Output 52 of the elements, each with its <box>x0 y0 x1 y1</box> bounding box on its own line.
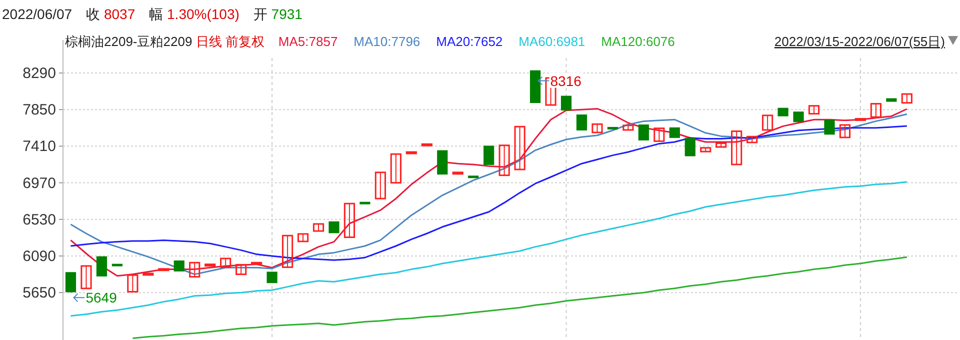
candlestick <box>793 112 804 122</box>
candlestick <box>96 256 108 276</box>
text: MA20:7652 <box>436 34 503 49</box>
y-tick-label: 6970 <box>22 174 56 192</box>
candlestick <box>731 130 742 166</box>
candlestick <box>498 144 510 176</box>
candlestick <box>654 128 665 142</box>
candlestick <box>328 221 340 234</box>
candlestick <box>684 138 696 156</box>
text: MA120:6076 <box>601 34 675 49</box>
candlestick <box>266 272 278 284</box>
text: 开 7931 <box>253 6 303 22</box>
line-series <box>70 181 908 317</box>
candlestick <box>484 146 494 165</box>
candlestick <box>189 262 200 278</box>
candlestick <box>576 114 588 130</box>
candlestick <box>374 172 386 200</box>
candlestick <box>762 114 774 131</box>
candlestick <box>80 265 92 290</box>
annotation: 8316 <box>550 72 582 89</box>
candlestick <box>174 260 184 272</box>
text: 幅 1.30%(103) <box>149 6 240 22</box>
text: 收 8037 <box>86 6 136 22</box>
candlestick <box>638 124 649 140</box>
text: MA10:7796 <box>354 34 420 49</box>
candlestick <box>65 272 76 294</box>
annotation: 5649 <box>86 290 118 306</box>
text: MA5:7857 <box>278 34 338 49</box>
candlestick <box>344 202 356 238</box>
y-tick-label: 6090 <box>22 248 56 265</box>
text: MA60:6981 <box>518 34 586 49</box>
y-tick-label: 7850 <box>22 102 56 119</box>
candlestick <box>127 274 138 292</box>
chart-subtitle: 棕榈油2209-豆粕2209 日线 前复权 <box>65 34 264 49</box>
y-tick-label: 8290 <box>22 64 56 82</box>
chart-title: 2022/06/07 <box>2 6 72 22</box>
y-tick-label: 6530 <box>22 211 56 228</box>
candlestick <box>390 153 402 184</box>
y-tick-label: 5650 <box>22 284 56 302</box>
candlestick <box>839 124 851 138</box>
candlestick <box>669 127 680 138</box>
line-series <box>70 125 908 261</box>
line-series <box>132 256 908 340</box>
candlestick <box>560 96 572 110</box>
candlestick <box>437 150 448 175</box>
candlestick <box>824 120 835 135</box>
candlestick <box>514 126 526 170</box>
candlestick <box>870 103 882 118</box>
text: 2022/03/15-2022/06/07(55日) <box>774 34 945 49</box>
y-tick-label: 7410 <box>22 138 56 156</box>
candlestick <box>282 234 294 268</box>
candlestick <box>236 264 247 276</box>
